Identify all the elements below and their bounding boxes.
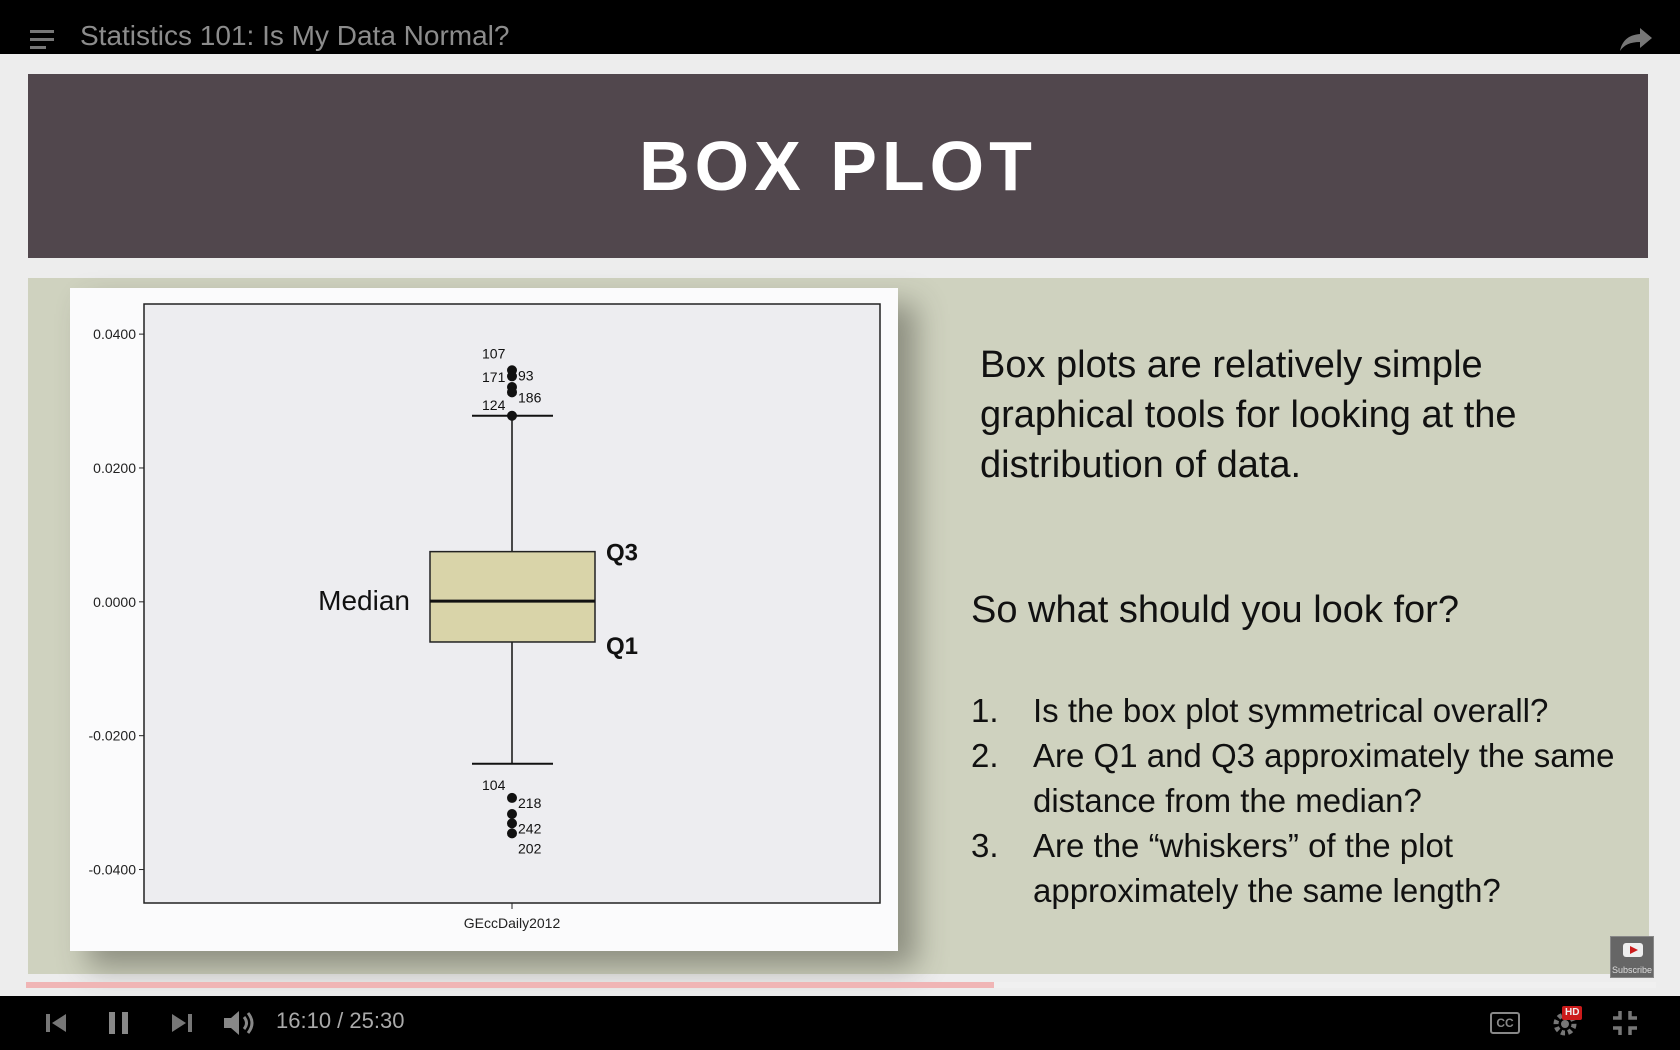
outlier-point [507,808,517,819]
y-tick-label: 0.0200 [93,460,136,476]
outlier-point [507,828,517,839]
youtube-play-icon [1623,943,1643,957]
list-number: 2. [971,737,999,774]
next-icon[interactable] [168,1008,196,1038]
playlist-menu-icon[interactable] [30,30,56,50]
outlier-label: 107 [482,345,506,361]
captions-icon[interactable]: CC [1490,1012,1520,1034]
seek-bar[interactable] [26,982,1656,988]
x-axis-label: GEccDaily2012 [464,915,561,931]
video-frame[interactable]: BOX PLOT 0.0400 0.0200 0.0000 -0.0200 -0.040… [0,54,1680,996]
previous-icon[interactable] [42,1008,70,1038]
q3-annotation: Q3 [606,540,638,567]
y-tick-label: 0.0000 [93,594,136,610]
share-icon[interactable] [1618,24,1654,54]
outlier-label: 104 [482,777,506,793]
outlier-label: 124 [482,397,506,413]
question-list: 1. Is the box plot symmetrical overall? 2… [968,688,1648,913]
subscribe-button[interactable]: Subscribe [1610,936,1654,978]
outlier-label: 218 [518,795,542,811]
slide-content: 0.0400 0.0200 0.0000 -0.0200 -0.0400 GEccDail… [28,278,1649,974]
subscribe-label: Subscribe [1611,965,1653,975]
q1-annotation: Q1 [606,633,638,660]
slide-text-panel: Box plots are relatively simple graphica… [968,278,1648,974]
outlier-point [507,792,517,803]
list-item-text: Is the box plot symmetrical overall? [1033,692,1549,729]
list-item: 1. Is the box plot symmetrical overall? [968,688,1648,733]
y-tick-label: -0.0400 [89,862,137,878]
outlier-label: 186 [518,389,542,405]
slide-title: BOX PLOT [639,127,1037,205]
box-plot-figure: 0.0400 0.0200 0.0000 -0.0200 -0.0400 GEccDail… [70,288,898,951]
y-tick-label: 0.0400 [93,326,136,342]
list-item-text: Are Q1 and Q3 approximately the same dis… [1033,737,1615,819]
outlier-point [507,371,517,382]
slide-question: So what should you look for? [971,589,1459,631]
outlier-point [507,387,517,398]
outlier-label: 202 [518,840,542,856]
outlier-label: 93 [518,367,534,383]
outlier-point [507,818,517,829]
iqr-box [429,550,596,643]
outlier-label: 242 [518,820,542,836]
volume-icon[interactable] [220,1008,260,1038]
list-item: 3. Are the “whiskers” of the plot approxi… [968,823,1648,913]
video-title[interactable]: Statistics 101: Is My Data Normal? [80,20,510,51]
time-display: 16:10 / 25:30 [276,1008,405,1033]
slide-intro-text: Box plots are relatively simple graphica… [980,344,1517,486]
exit-fullscreen-icon[interactable] [1610,1008,1640,1038]
seek-bar-played [26,982,995,988]
box-plot-chart: 0.0400 0.0200 0.0000 -0.0200 -0.0400 GEccDail… [89,303,881,931]
list-number: 1. [971,692,999,729]
hd-badge: HD [1562,1006,1583,1020]
list-item: 2. Are Q1 and Q3 approximately the same d… [968,733,1648,823]
slide-title-band: BOX PLOT [28,74,1648,258]
list-item-text: Are the “whiskers” of the plot approxima… [1033,827,1501,909]
list-number: 3. [971,827,999,864]
y-tick-label: -0.0200 [89,728,137,744]
pause-icon[interactable] [105,1008,133,1038]
median-annotation: Median [318,585,410,616]
outlier-point [507,410,517,421]
player-top-bar: Statistics 101: Is My Data Normal? [0,0,1680,54]
outlier-label: 171 [482,369,506,385]
player-controls: 16:10 / 25:30 CC HD [0,996,1680,1050]
